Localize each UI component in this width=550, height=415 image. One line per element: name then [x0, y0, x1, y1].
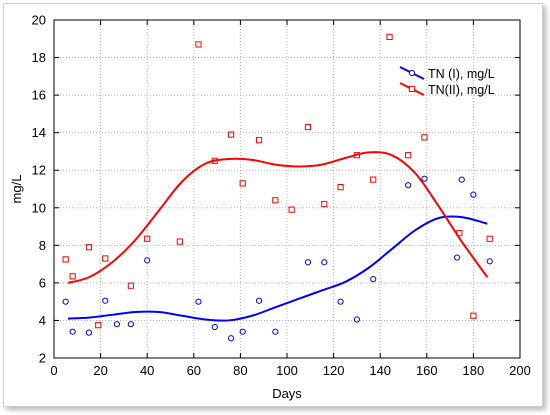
- x-tick-label: 80: [233, 363, 247, 378]
- series-2-point: [370, 176, 377, 183]
- series-1-point: [470, 191, 477, 198]
- x-tick-label: 180: [463, 363, 485, 378]
- series-1-curve: [67, 215, 488, 322]
- series-1-point: [144, 257, 151, 264]
- series-2-point: [227, 131, 235, 138]
- series-2-point: [456, 230, 463, 237]
- series-2-point: [95, 322, 102, 329]
- series-1-point: [421, 175, 428, 182]
- series-2-point: [470, 312, 477, 319]
- series-2-point: [421, 134, 428, 141]
- tick-labels: 0 20 40 60 80 100 120 140 160 180 200 2 4 6 8 10 12 14 16 1…: [32, 13, 531, 379]
- x-tick-label: 20: [93, 363, 107, 378]
- series-2-point: [486, 235, 493, 242]
- x-tick-label: 140: [369, 363, 391, 378]
- series-2-point: [195, 41, 202, 48]
- series-1-point: [227, 335, 235, 342]
- series-2-point: [127, 282, 134, 289]
- series-2-point: [272, 197, 279, 204]
- series-1-point: [113, 321, 121, 328]
- legend-marker-2: [408, 85, 416, 93]
- series-1-point: [405, 182, 412, 189]
- x-tick-label: 40: [140, 363, 154, 378]
- smooth-curves: [67, 151, 489, 322]
- y-tick-label: 6: [39, 275, 46, 290]
- series-1-point: [353, 316, 360, 323]
- series-2-point: [102, 255, 109, 262]
- y-tick-label: 20: [32, 13, 46, 28]
- x-tick-label: 0: [50, 363, 57, 378]
- series-2-point: [144, 235, 151, 242]
- series-2-point: [386, 33, 393, 40]
- data-points: [62, 33, 493, 342]
- series-2-point: [85, 244, 93, 251]
- series-2-point: [69, 273, 76, 280]
- series-1-point: [195, 298, 202, 305]
- series-1-point: [211, 323, 218, 331]
- series-1-point: [239, 328, 246, 335]
- series-1-point: [255, 297, 263, 304]
- series-2-point: [255, 137, 263, 144]
- series-1-point: [272, 328, 279, 335]
- legend-label-2: TN(II), mg/L: [428, 83, 495, 97]
- x-axis-title: Days: [272, 386, 302, 401]
- y-tick-label: 12: [32, 163, 46, 178]
- series-1-point: [102, 297, 109, 304]
- series-1-point: [304, 259, 312, 266]
- series-2-point: [176, 238, 183, 245]
- y-tick-label: 8: [39, 238, 46, 253]
- series-2-point: [321, 200, 328, 208]
- y-axis-title: mg/L: [9, 175, 24, 204]
- series-1-point: [458, 176, 465, 183]
- y-tick-label: 18: [32, 50, 46, 65]
- x-tick-label: 160: [416, 363, 438, 378]
- series-1-point: [370, 276, 377, 283]
- series-2-point: [211, 157, 218, 164]
- series-2-point: [353, 152, 360, 159]
- series-2-point: [288, 206, 295, 213]
- legend-marker-1: [408, 69, 416, 77]
- y-tick-label: 10: [32, 200, 46, 215]
- y-tick-label: 4: [39, 313, 46, 328]
- series-1-point: [486, 258, 493, 265]
- legend-label-1: TN (I), mg/L: [428, 67, 495, 81]
- y-tick-label: 14: [32, 125, 46, 140]
- x-tick-label: 120: [323, 363, 345, 378]
- series-1-point: [85, 329, 93, 336]
- series-1-point: [62, 298, 69, 305]
- series-1-point: [69, 328, 76, 335]
- series-1-point: [321, 259, 328, 266]
- axis-ticks: [53, 19, 521, 359]
- series-2-point: [239, 180, 246, 187]
- series-1-point: [337, 298, 344, 305]
- x-tick-label: 200: [509, 363, 531, 378]
- series-1-point: [453, 254, 461, 261]
- y-tick-label: 2: [39, 351, 46, 366]
- series-2-point: [405, 152, 412, 159]
- series-2-point: [304, 123, 312, 131]
- series-2-point: [62, 256, 69, 263]
- series-1-point: [127, 321, 134, 328]
- x-tick-label: 100: [276, 363, 298, 378]
- legend: TN (I), mg/L TN(II), mg/L: [399, 66, 495, 97]
- series-2-point: [337, 184, 344, 191]
- x-tick-label: 60: [187, 363, 201, 378]
- series-2-curve: [67, 151, 489, 284]
- y-tick-label: 16: [32, 88, 46, 103]
